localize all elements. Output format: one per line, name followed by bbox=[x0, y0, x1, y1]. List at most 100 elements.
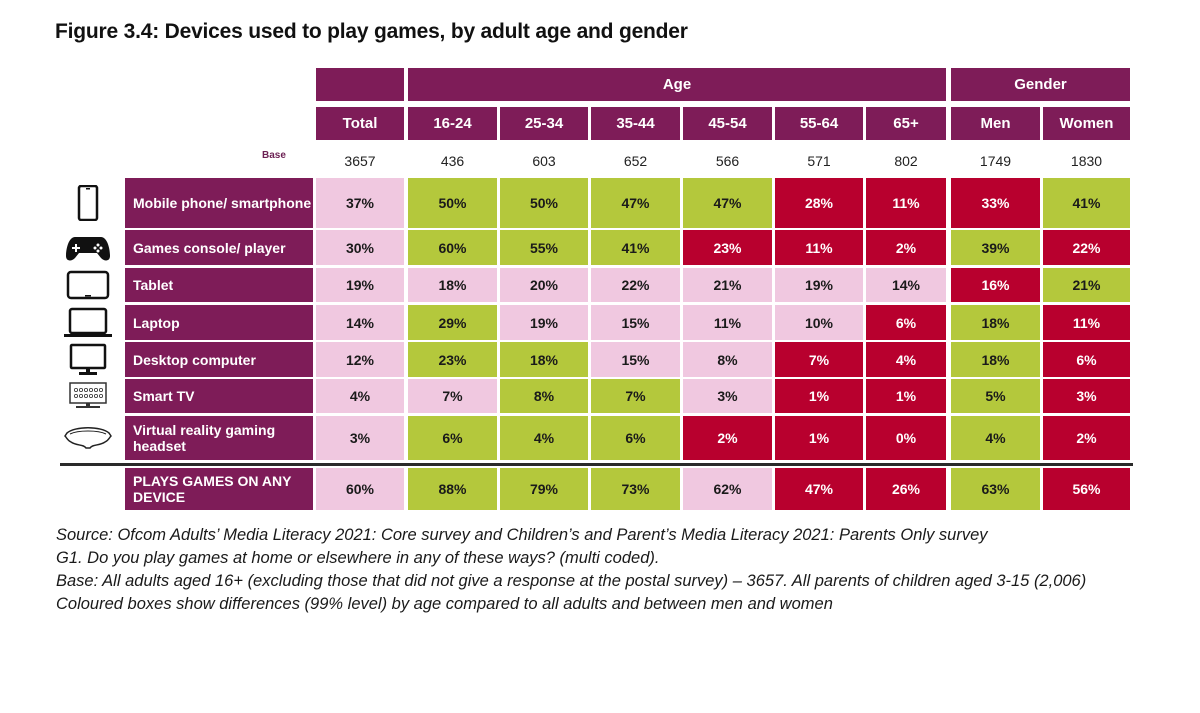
value-cell: 21% bbox=[1043, 268, 1130, 302]
row-label: Tablet bbox=[125, 268, 313, 302]
value-cell: 4% bbox=[500, 416, 588, 460]
value-cell: 79% bbox=[500, 468, 588, 510]
value-cell: 4% bbox=[866, 342, 946, 377]
value-cell: 47% bbox=[775, 468, 863, 510]
question-note: G1. Do you play games at home or elsewhe… bbox=[56, 549, 660, 567]
footnotes: Source: Ofcom Adults’ Media Literacy 202… bbox=[56, 524, 1156, 616]
laptop-icon bbox=[62, 305, 114, 340]
base-value: 566 bbox=[715, 153, 740, 169]
base-note: Base: All adults aged 16+ (excluding tho… bbox=[56, 572, 1087, 590]
value-cell: 20% bbox=[500, 268, 588, 302]
base-value: 1749 bbox=[979, 153, 1012, 169]
column-header: 25-34 bbox=[500, 107, 588, 140]
value-cell: 14% bbox=[316, 305, 404, 340]
value-cell: 6% bbox=[866, 305, 946, 340]
value-cell: 55% bbox=[500, 230, 588, 265]
value-cell: 18% bbox=[408, 268, 497, 302]
column-header: 35-44 bbox=[591, 107, 680, 140]
value-cell: 39% bbox=[951, 230, 1040, 265]
base-value: 3657 bbox=[344, 153, 376, 169]
value-cell: 4% bbox=[951, 416, 1040, 460]
row-label: Mobile phone/ smartphone bbox=[125, 178, 313, 228]
tablet-icon bbox=[62, 268, 114, 302]
row-label: Desktop computer bbox=[125, 342, 313, 377]
value-cell: 28% bbox=[775, 178, 863, 228]
value-cell: 11% bbox=[1043, 305, 1130, 340]
value-cell: 11% bbox=[775, 230, 863, 265]
header-blank bbox=[316, 68, 404, 101]
gamepad-icon bbox=[62, 230, 114, 265]
value-cell: 2% bbox=[866, 230, 946, 265]
base-value: 802 bbox=[894, 153, 918, 169]
column-header: 16-24 bbox=[408, 107, 497, 140]
value-cell: 1% bbox=[775, 416, 863, 460]
base-value: 1830 bbox=[1070, 153, 1103, 169]
value-cell: 62% bbox=[683, 468, 772, 510]
value-cell: 88% bbox=[408, 468, 497, 510]
figure-title: Figure 3.4: Devices used to play games, … bbox=[55, 20, 688, 43]
value-cell: 18% bbox=[500, 342, 588, 377]
row-label: Virtual reality gaming headset bbox=[125, 416, 313, 460]
significance-note: Coloured boxes show differences (99% lev… bbox=[56, 595, 833, 613]
value-cell: 7% bbox=[408, 379, 497, 413]
value-cell: 56% bbox=[1043, 468, 1130, 510]
value-cell: 73% bbox=[591, 468, 680, 510]
value-cell: 26% bbox=[866, 468, 946, 510]
smart-tv-icon bbox=[62, 379, 114, 413]
column-header: 55-64 bbox=[775, 107, 863, 140]
value-cell: 6% bbox=[408, 416, 497, 460]
value-cell: 2% bbox=[683, 416, 772, 460]
value-cell: 19% bbox=[500, 305, 588, 340]
value-cell: 23% bbox=[408, 342, 497, 377]
value-cell: 41% bbox=[591, 230, 680, 265]
row-label: Laptop bbox=[125, 305, 313, 340]
value-cell: 0% bbox=[866, 416, 946, 460]
vr-headset-icon bbox=[62, 416, 114, 460]
base-value: 436 bbox=[440, 153, 465, 169]
base-value: 603 bbox=[532, 153, 556, 169]
value-cell: 12% bbox=[316, 342, 404, 377]
value-cell: 6% bbox=[591, 416, 680, 460]
value-cell: 14% bbox=[866, 268, 946, 302]
value-cell: 33% bbox=[951, 178, 1040, 228]
value-cell: 7% bbox=[591, 379, 680, 413]
value-cell: 8% bbox=[500, 379, 588, 413]
value-cell: 4% bbox=[316, 379, 404, 413]
column-header: 45-54 bbox=[683, 107, 772, 140]
value-cell: 1% bbox=[775, 379, 863, 413]
value-cell: 50% bbox=[500, 178, 588, 228]
value-cell: 10% bbox=[775, 305, 863, 340]
value-cell: 6% bbox=[1043, 342, 1130, 377]
value-cell: 37% bbox=[316, 178, 404, 228]
value-cell: 8% bbox=[683, 342, 772, 377]
value-cell: 22% bbox=[591, 268, 680, 302]
value-cell: 11% bbox=[683, 305, 772, 340]
value-cell: 50% bbox=[408, 178, 497, 228]
column-header: 65+ bbox=[866, 107, 946, 140]
value-cell: 2% bbox=[1043, 416, 1130, 460]
value-cell: 18% bbox=[951, 342, 1040, 377]
row-label: Smart TV bbox=[125, 379, 313, 413]
total-divider bbox=[60, 463, 1133, 466]
value-cell: 23% bbox=[683, 230, 772, 265]
smartphone-icon bbox=[62, 178, 114, 228]
value-cell: 19% bbox=[775, 268, 863, 302]
group-header-age: Age bbox=[408, 68, 946, 101]
row-label: PLAYS GAMES ON ANY DEVICE bbox=[125, 468, 313, 510]
source-note: Source: Ofcom Adults’ Media Literacy 202… bbox=[56, 526, 988, 544]
value-cell: 47% bbox=[683, 178, 772, 228]
column-header: Women bbox=[1043, 107, 1130, 140]
value-cell: 60% bbox=[316, 468, 404, 510]
column-header: Total bbox=[316, 107, 404, 140]
value-cell: 3% bbox=[316, 416, 404, 460]
value-cell: 16% bbox=[951, 268, 1040, 302]
column-header: Men bbox=[951, 107, 1040, 140]
value-cell: 30% bbox=[316, 230, 404, 265]
base-value: 652 bbox=[623, 153, 648, 169]
value-cell: 22% bbox=[1043, 230, 1130, 265]
value-cell: 18% bbox=[951, 305, 1040, 340]
value-cell: 5% bbox=[951, 379, 1040, 413]
value-cell: 1% bbox=[866, 379, 946, 413]
value-cell: 60% bbox=[408, 230, 497, 265]
value-cell: 47% bbox=[591, 178, 680, 228]
